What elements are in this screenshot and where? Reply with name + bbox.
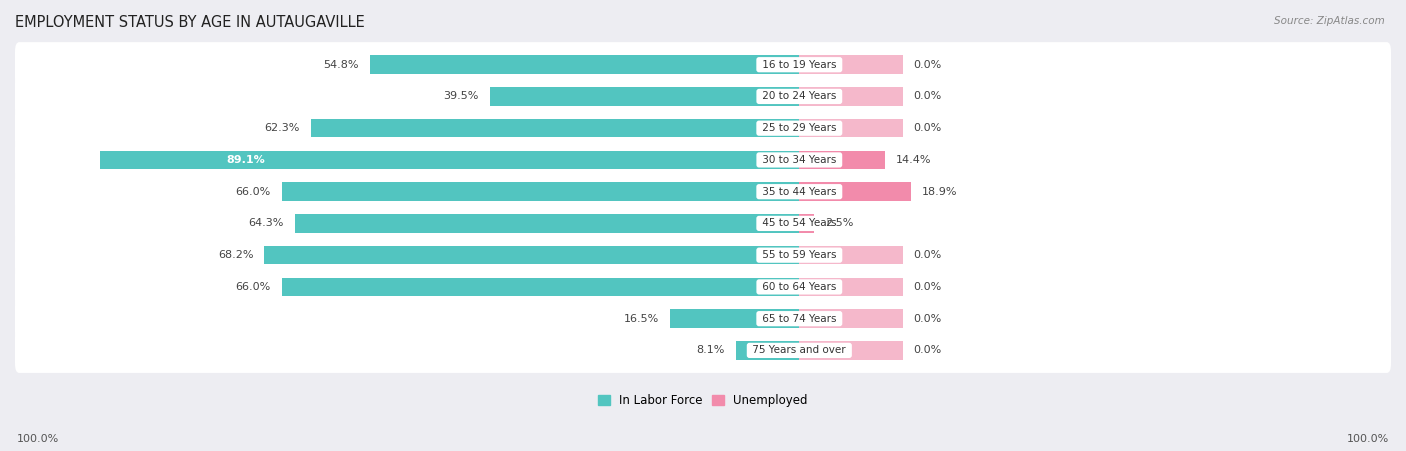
FancyBboxPatch shape [15,74,1391,119]
Text: 0.0%: 0.0% [914,313,942,324]
Text: 0.0%: 0.0% [914,60,942,70]
Text: 66.0%: 66.0% [235,282,271,292]
Text: 100.0%: 100.0% [1347,434,1389,444]
Bar [489,87,800,106]
Text: 89.1%: 89.1% [226,155,264,165]
Legend: In Labor Force, Unemployed: In Labor Force, Unemployed [593,389,813,412]
Text: 0.0%: 0.0% [914,345,942,355]
Text: 8.1%: 8.1% [696,345,724,355]
FancyBboxPatch shape [15,169,1391,214]
Text: 0.0%: 0.0% [914,282,942,292]
Text: Source: ZipAtlas.com: Source: ZipAtlas.com [1274,16,1385,26]
Text: 45 to 54 Years: 45 to 54 Years [759,218,839,228]
Bar [669,309,800,328]
Text: 68.2%: 68.2% [218,250,253,260]
FancyBboxPatch shape [15,42,1391,87]
Bar [800,55,903,74]
Text: 39.5%: 39.5% [443,92,478,101]
Text: EMPLOYMENT STATUS BY AGE IN AUTAUGAVILLE: EMPLOYMENT STATUS BY AGE IN AUTAUGAVILLE [15,15,364,30]
Text: 18.9%: 18.9% [922,187,957,197]
Bar [800,246,903,264]
Bar [800,214,814,233]
Text: 100.0%: 100.0% [17,434,59,444]
Bar [800,183,911,201]
Bar [800,341,903,359]
Bar [311,119,800,138]
Text: 55 to 59 Years: 55 to 59 Years [759,250,839,260]
Bar [281,183,800,201]
FancyBboxPatch shape [15,264,1391,309]
Text: 64.3%: 64.3% [249,218,284,228]
Bar [800,278,903,296]
Text: 35 to 44 Years: 35 to 44 Years [759,187,839,197]
Bar [264,246,800,264]
Text: 14.4%: 14.4% [896,155,931,165]
Text: 20 to 24 Years: 20 to 24 Years [759,92,839,101]
FancyBboxPatch shape [15,328,1391,373]
Text: 60 to 64 Years: 60 to 64 Years [759,282,839,292]
Text: 66.0%: 66.0% [235,187,271,197]
FancyBboxPatch shape [15,138,1391,183]
FancyBboxPatch shape [15,296,1391,341]
Bar [800,87,903,106]
Text: 54.8%: 54.8% [323,60,359,70]
Text: 75 Years and over: 75 Years and over [749,345,849,355]
Text: 30 to 34 Years: 30 to 34 Years [759,155,839,165]
Text: 0.0%: 0.0% [914,250,942,260]
Bar [735,341,800,359]
Text: 25 to 29 Years: 25 to 29 Years [759,123,839,133]
Text: 0.0%: 0.0% [914,92,942,101]
Bar [281,278,800,296]
Bar [100,151,800,169]
Text: 0.0%: 0.0% [914,123,942,133]
Bar [800,119,903,138]
FancyBboxPatch shape [15,233,1391,278]
Bar [800,309,903,328]
Bar [370,55,800,74]
Bar [295,214,800,233]
FancyBboxPatch shape [15,106,1391,151]
Text: 16 to 19 Years: 16 to 19 Years [759,60,839,70]
Text: 2.5%: 2.5% [825,218,853,228]
Text: 16.5%: 16.5% [624,313,659,324]
Bar [800,151,884,169]
Text: 62.3%: 62.3% [264,123,299,133]
Text: 65 to 74 Years: 65 to 74 Years [759,313,839,324]
FancyBboxPatch shape [15,201,1391,246]
